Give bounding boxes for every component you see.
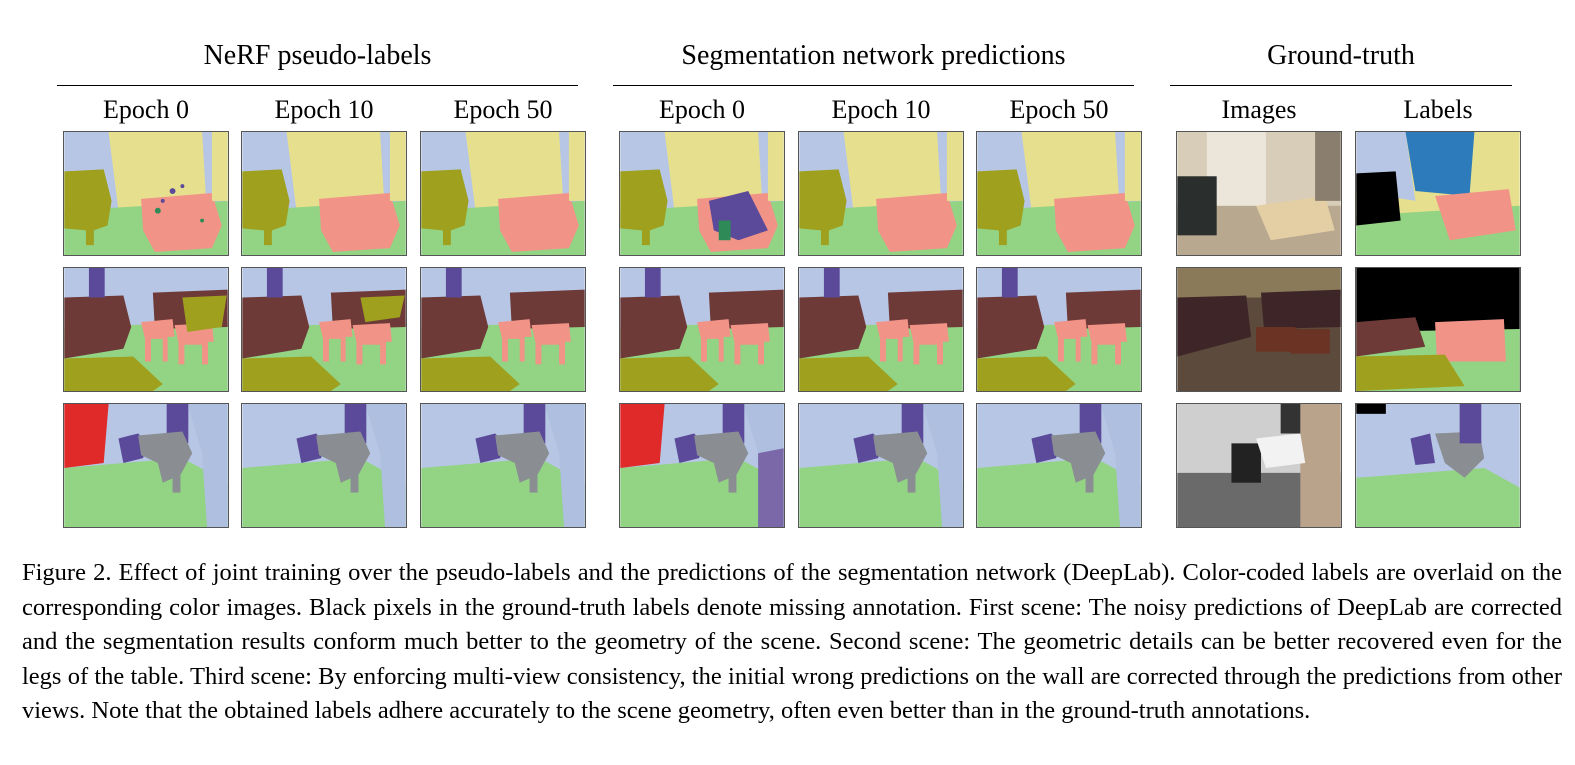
thumb-seg-epoch0-scene3 [619, 403, 785, 528]
thumb-seg-epoch10-scene1 [798, 131, 964, 256]
thumb-nerf-epoch50-scene2 [420, 267, 586, 392]
group-title-nerf: NeRF pseudo-labels [203, 40, 432, 71]
thumb-gt-image-scene3 [1176, 403, 1342, 528]
col-label-nerf-0: Epoch 0 [103, 95, 189, 124]
col-label-seg-1: Epoch 10 [831, 95, 931, 124]
thumb-gt-image-scene2 [1176, 267, 1342, 392]
col-label-gt-labels: Labels [1403, 95, 1473, 124]
col-label-gt-images: Images [1221, 95, 1297, 124]
group-title-gt: Ground-truth [1267, 40, 1415, 71]
thumb-nerf-epoch10-scene2 [241, 267, 407, 392]
col-label-nerf-1: Epoch 10 [274, 95, 374, 124]
thumb-gt-label-scene3 [1355, 403, 1521, 528]
thumb-nerf-epoch0-scene2 [63, 267, 229, 392]
thumb-nerf-epoch0-scene3 [63, 403, 229, 528]
thumb-seg-epoch50-scene1 [976, 131, 1142, 256]
figure-caption: Figure 2. Effect of joint training over … [22, 559, 1562, 724]
thumb-gt-label-scene2 [1355, 267, 1521, 392]
col-label-nerf-2: Epoch 50 [453, 95, 553, 124]
thumb-seg-epoch50-scene2 [976, 267, 1142, 392]
thumb-seg-epoch10-scene3 [798, 403, 964, 528]
group-title-seg: Segmentation network predictions [681, 40, 1066, 71]
thumb-nerf-epoch50-scene3 [420, 403, 586, 528]
thumb-seg-epoch10-scene2 [798, 267, 964, 392]
group-rule-gt [1170, 85, 1512, 86]
thumb-seg-epoch0-scene1 [619, 131, 785, 256]
thumb-nerf-epoch10-scene1 [241, 131, 407, 256]
thumb-seg-epoch0-scene2 [619, 267, 785, 392]
thumb-seg-epoch50-scene3 [976, 403, 1142, 528]
group-rule-seg [613, 85, 1134, 86]
col-label-seg-0: Epoch 0 [659, 95, 745, 124]
group-rule-nerf [57, 85, 578, 86]
thumb-nerf-epoch10-scene3 [241, 403, 407, 528]
col-label-seg-2: Epoch 50 [1009, 95, 1109, 124]
thumb-nerf-epoch0-scene1 [63, 131, 229, 256]
thumb-gt-label-scene1 [1355, 131, 1521, 256]
thumb-gt-image-scene1 [1176, 131, 1342, 256]
thumb-nerf-epoch50-scene1 [420, 131, 586, 256]
